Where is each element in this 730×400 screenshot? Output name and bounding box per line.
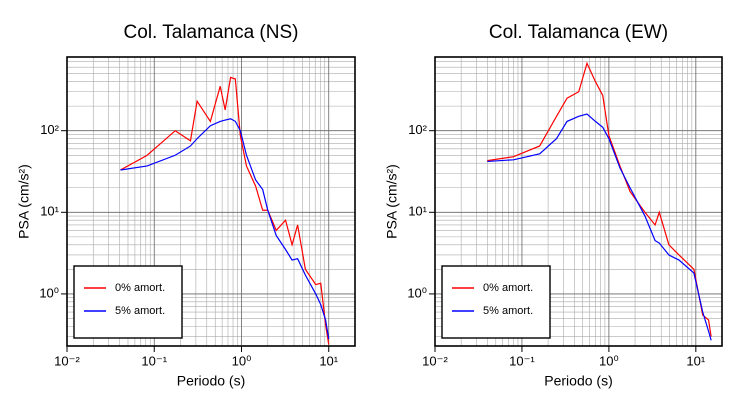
x-tick-label: 10⁻² [54, 353, 80, 368]
legend-label: 0% amort. [115, 282, 165, 294]
legend-label: 5% amort. [483, 305, 533, 317]
y-tick-label: 10⁰ [407, 285, 427, 300]
x-tick-label: 10¹ [686, 353, 705, 368]
x-tick-label: 10⁰ [599, 353, 619, 368]
x-tick-label: 10⁻¹ [509, 353, 535, 368]
x-axis-label: Periodo (s) [544, 373, 612, 389]
y-axis-label: PSA (cm/s²) [384, 164, 400, 239]
series-line [487, 113, 712, 341]
legend-label: 5% amort. [115, 305, 165, 317]
series-line [120, 118, 330, 340]
y-tick-label: 10¹ [408, 204, 427, 219]
x-axis-label: Periodo (s) [177, 373, 245, 389]
series-line [487, 61, 712, 337]
x-tick-label: 10⁰ [232, 353, 252, 368]
x-tick-label: 10⁻² [422, 353, 448, 368]
y-tick-label: 10¹ [40, 204, 59, 219]
y-tick-label: 10² [40, 122, 59, 137]
y-tick-label: 10² [408, 122, 427, 137]
legend-box [73, 265, 183, 339]
plot-frame [66, 56, 356, 347]
legend-box [441, 265, 551, 339]
chart-title: Col. Talamanca (NS) [124, 22, 299, 43]
series-line [120, 76, 330, 345]
x-tick-label: 10¹ [319, 353, 338, 368]
chart-title: Col. Talamanca (EW) [489, 22, 668, 43]
legend-label: 0% amort. [483, 282, 533, 294]
x-tick-label: 10⁻¹ [141, 353, 167, 368]
y-tick-label: 10⁰ [39, 285, 59, 300]
plot-frame [434, 56, 723, 347]
y-axis-label: PSA (cm/s²) [16, 164, 32, 239]
